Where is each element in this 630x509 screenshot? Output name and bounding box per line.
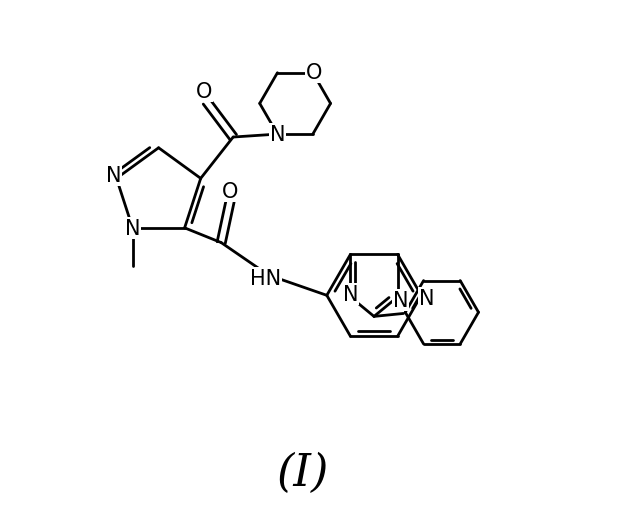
Text: HN: HN [250,268,281,289]
Text: O: O [222,181,238,201]
Text: (I): (I) [277,451,329,494]
Text: O: O [195,82,212,102]
Text: N: N [393,290,408,310]
Text: N: N [125,218,140,238]
Text: N: N [420,289,435,308]
Text: N: N [106,166,122,186]
Text: O: O [306,63,322,82]
Text: N: N [270,125,285,145]
Text: N: N [343,285,358,304]
